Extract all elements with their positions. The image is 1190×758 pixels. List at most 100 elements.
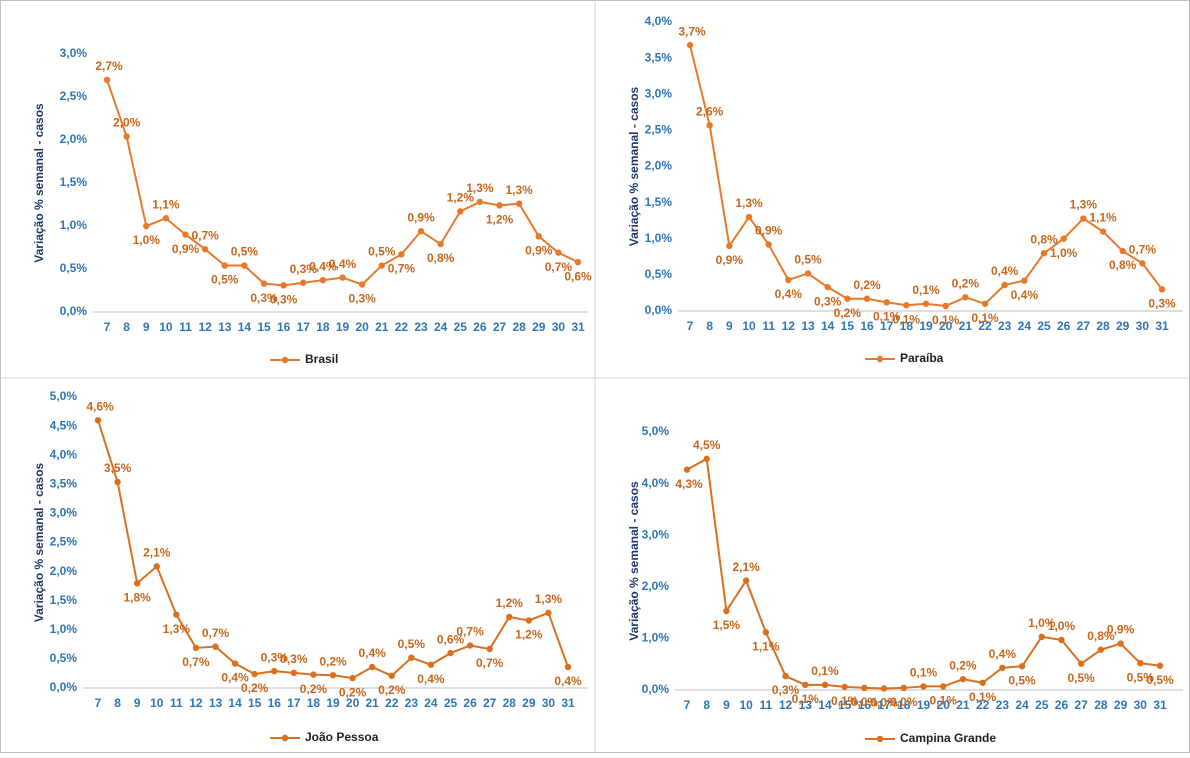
marker bbox=[959, 675, 967, 683]
x-tick-label: 16 bbox=[277, 320, 291, 334]
y-tick-label: 4,5% bbox=[50, 418, 78, 432]
y-tick-label: 0,5% bbox=[60, 261, 88, 275]
marker bbox=[1097, 646, 1105, 653]
data-label: 0,3% bbox=[270, 293, 298, 307]
x-tick-label: 13 bbox=[218, 320, 232, 334]
x-tick-label: 7 bbox=[104, 320, 111, 334]
marker bbox=[703, 455, 710, 463]
y-tick-label: 0,0% bbox=[642, 682, 670, 696]
y-tick-label: 3,0% bbox=[645, 86, 673, 100]
data-label: 0,7% bbox=[545, 260, 573, 274]
data-label: 0,7% bbox=[1129, 242, 1157, 256]
data-label: 0,2% bbox=[339, 685, 367, 699]
y-tick-label: 2,0% bbox=[645, 159, 673, 173]
x-tick-label: 14 bbox=[818, 698, 832, 712]
x-tick-label: 11 bbox=[170, 696, 183, 710]
data-label: 3,5% bbox=[104, 461, 132, 475]
x-tick-label: 15 bbox=[248, 696, 262, 710]
data-label: 2,1% bbox=[732, 560, 760, 574]
data-label: 1,3% bbox=[535, 592, 563, 606]
marker bbox=[476, 198, 484, 206]
marker bbox=[1099, 228, 1107, 235]
marker bbox=[388, 672, 395, 679]
x-tick-label: 12 bbox=[198, 320, 212, 334]
x-tick-label: 12 bbox=[779, 698, 793, 712]
x-tick-label: 23 bbox=[998, 319, 1012, 333]
marker bbox=[861, 684, 868, 692]
legend-label: Paraíba bbox=[900, 351, 944, 365]
x-tick-label: 24 bbox=[1015, 698, 1029, 712]
data-label: 0,1% bbox=[792, 692, 820, 706]
data-label: 0,8% bbox=[1109, 258, 1137, 272]
x-tick-label: 30 bbox=[542, 696, 556, 710]
legend-marker bbox=[876, 735, 884, 743]
x-tick-label: 9 bbox=[134, 696, 141, 710]
x-tick-label: 10 bbox=[742, 319, 756, 333]
y-tick-label: 0,0% bbox=[50, 680, 78, 694]
data-label: 0,1% bbox=[910, 666, 938, 680]
x-tick-label: 22 bbox=[976, 698, 990, 712]
data-label: 0,7% bbox=[456, 625, 484, 639]
x-tick-label: 30 bbox=[1134, 698, 1148, 712]
data-label: 0,5% bbox=[1008, 673, 1036, 687]
y-tick-label: 1,5% bbox=[645, 195, 673, 209]
data-label: 0,6% bbox=[564, 269, 592, 283]
legend-label: Campina Grande bbox=[900, 731, 996, 745]
x-tick-label: 14 bbox=[238, 320, 252, 334]
x-tick-label: 23 bbox=[414, 320, 428, 334]
marker bbox=[1021, 277, 1028, 284]
x-tick-label: 25 bbox=[1037, 319, 1051, 333]
data-label: 0,4% bbox=[775, 287, 803, 301]
marker bbox=[153, 563, 160, 570]
marker bbox=[515, 200, 523, 207]
data-label: 0,3% bbox=[250, 291, 278, 305]
marker bbox=[922, 300, 930, 307]
y-tick-label: 2,0% bbox=[50, 564, 78, 578]
data-label: 0,1% bbox=[893, 312, 921, 326]
marker bbox=[1139, 260, 1146, 267]
y-tick-label: 0,0% bbox=[645, 303, 673, 317]
marker bbox=[920, 683, 927, 690]
marker bbox=[310, 671, 317, 678]
x-tick-label: 8 bbox=[703, 698, 710, 712]
marker bbox=[417, 227, 425, 235]
y-tick-label: 4,0% bbox=[642, 476, 670, 490]
marker bbox=[329, 671, 337, 679]
data-label: 0,5% bbox=[231, 245, 259, 259]
y-tick-label: 1,0% bbox=[645, 231, 673, 245]
data-label: 0,7% bbox=[476, 656, 504, 670]
legend-marker bbox=[281, 356, 289, 364]
x-tick-label: 16 bbox=[860, 319, 874, 333]
x-tick-label: 20 bbox=[937, 698, 951, 712]
x-tick-label: 13 bbox=[799, 698, 813, 712]
data-label: 0,4% bbox=[309, 259, 337, 273]
x-tick-label: 22 bbox=[978, 319, 992, 333]
x-tick-label: 26 bbox=[1057, 319, 1071, 333]
x-tick-label: 19 bbox=[326, 696, 340, 710]
marker bbox=[123, 133, 130, 140]
x-tick-label: 8 bbox=[706, 319, 713, 333]
data-label: 0,4% bbox=[417, 672, 445, 686]
data-label: 1,2% bbox=[515, 628, 543, 642]
marker bbox=[182, 231, 189, 238]
x-tick-label: 9 bbox=[723, 698, 730, 712]
y-tick-label: 2,0% bbox=[642, 579, 670, 593]
marker bbox=[785, 276, 792, 284]
data-label: 0,3% bbox=[772, 683, 800, 697]
y-tick-label: 0,0% bbox=[60, 304, 88, 318]
data-label: 0,4% bbox=[221, 671, 249, 685]
x-tick-label: 28 bbox=[1094, 698, 1108, 712]
x-tick-label: 13 bbox=[801, 319, 815, 333]
data-label: 0,1% bbox=[912, 283, 940, 297]
marker bbox=[824, 283, 831, 291]
data-label: 0,8% bbox=[1087, 629, 1115, 643]
marker bbox=[192, 644, 200, 652]
marker bbox=[1156, 662, 1164, 669]
marker bbox=[162, 215, 170, 222]
x-tick-label: 22 bbox=[395, 320, 409, 334]
marker bbox=[358, 281, 366, 288]
data-label: 0,4% bbox=[991, 264, 1019, 278]
x-tick-label: 23 bbox=[405, 696, 419, 710]
y-tick-label: 3,0% bbox=[642, 527, 670, 541]
